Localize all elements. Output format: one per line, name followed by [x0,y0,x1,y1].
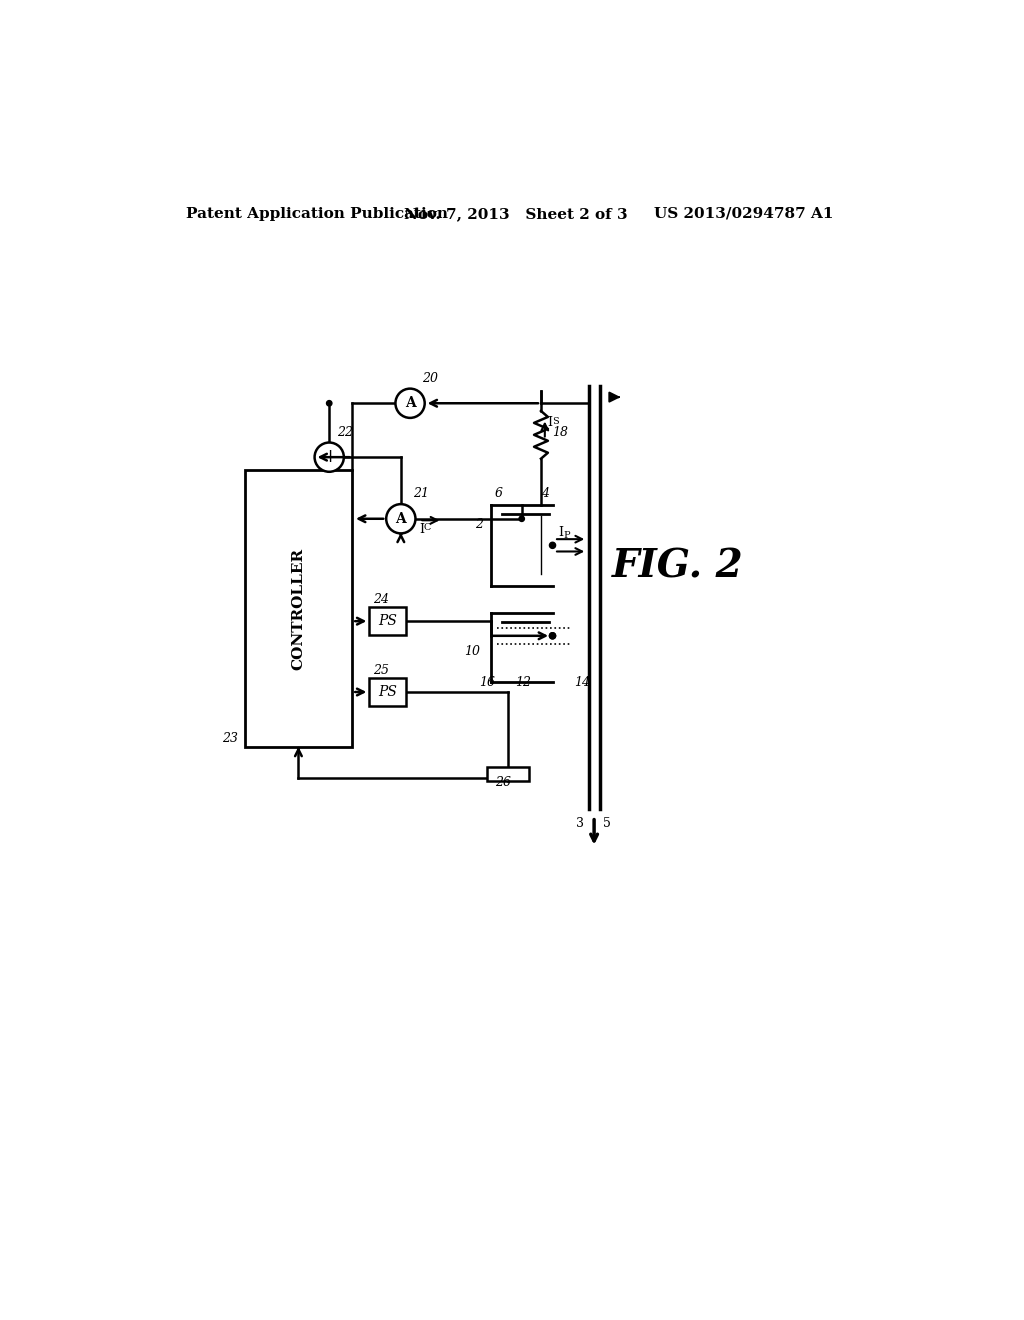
Circle shape [386,504,416,533]
Circle shape [519,516,524,521]
Bar [370,607,407,635]
Text: I: I [419,523,424,536]
Text: 10: 10 [464,645,480,659]
Circle shape [327,400,332,407]
Text: 24: 24 [373,594,389,606]
Text: 2: 2 [475,517,483,531]
Text: +: + [322,449,337,466]
Text: US 2013/0294787 A1: US 2013/0294787 A1 [654,207,834,220]
Bar [487,767,529,780]
Text: 25: 25 [373,664,389,677]
Text: Patent Application Publication: Patent Application Publication [186,207,449,220]
Text: PS: PS [378,614,397,628]
Circle shape [550,543,556,548]
Text: 20: 20 [422,372,438,384]
Text: A: A [404,396,416,411]
Bar [245,470,352,747]
Text: I: I [547,416,552,429]
Text: 14: 14 [574,676,590,689]
Text: A: A [395,512,407,525]
Text: S: S [552,417,558,426]
Text: 23: 23 [222,733,239,744]
Text: Nov. 7, 2013   Sheet 2 of 3: Nov. 7, 2013 Sheet 2 of 3 [403,207,628,220]
Text: C: C [424,523,431,532]
Text: 18: 18 [553,425,568,438]
Text: 4: 4 [541,487,549,500]
Circle shape [314,442,344,471]
Text: FIG. 2: FIG. 2 [611,548,743,586]
Circle shape [550,632,556,639]
Text: CONTROLLER: CONTROLLER [292,548,305,671]
Text: 21: 21 [413,487,429,500]
Circle shape [550,632,556,639]
Text: I: I [559,527,563,539]
Text: 12: 12 [515,676,531,689]
Text: 22: 22 [337,425,353,438]
Text: PS: PS [378,685,397,700]
Circle shape [395,388,425,418]
Text: 16: 16 [479,676,496,689]
Text: 6: 6 [495,487,503,500]
Bar [370,678,407,706]
Text: 3: 3 [577,817,584,830]
Text: 26: 26 [495,776,511,789]
Text: 5: 5 [602,817,610,830]
Text: P: P [563,532,570,540]
